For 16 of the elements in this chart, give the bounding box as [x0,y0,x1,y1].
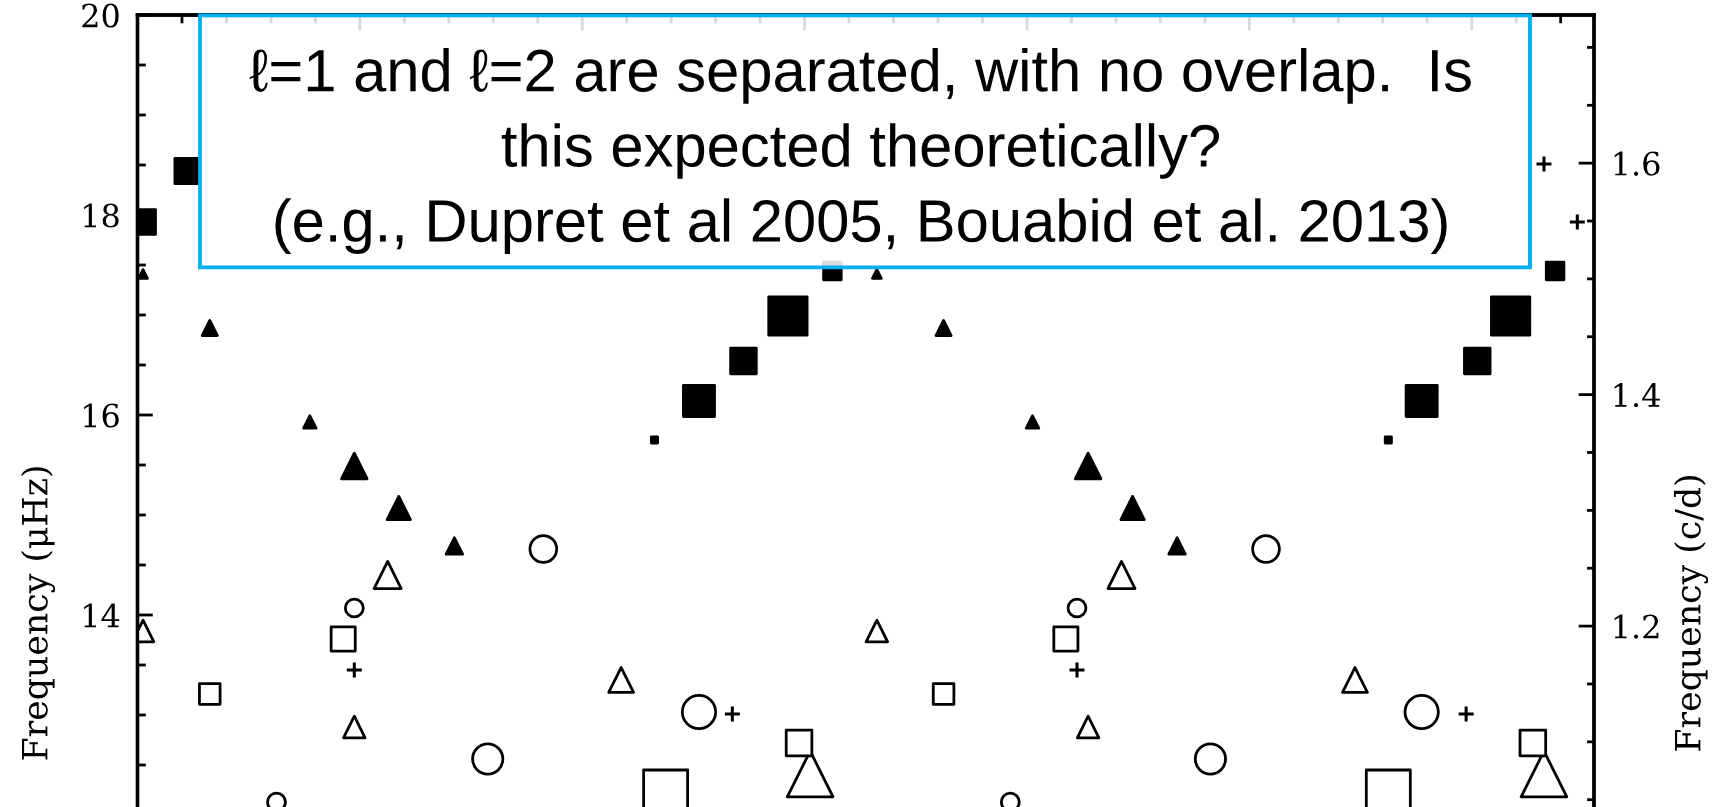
point [723,704,742,724]
y2-tick-label: 1.2 [1614,614,1659,639]
y-tick-label: 20 [82,3,119,28]
point [1568,212,1587,232]
y-tick-label: 14 [84,603,120,628]
point [345,660,364,680]
point [1534,154,1553,174]
y-tick-label: 18 [84,203,119,228]
y2-tick-label: 1.4 [1614,383,1660,408]
point [1457,704,1476,724]
y-tick-label: 16 [84,403,119,428]
y-axis-title: Frequency (μHz) [20,467,56,760]
y2-tick-label: 1.6 [1614,151,1660,176]
annotation: ℓ=1 and ℓ=2 are separated, with no overlap. Is this expected theoretically? (e.g., Dupret et al 2005, Bouabid et al. 2013) [249,48,1471,254]
point [1067,660,1087,680]
y2-axis-title: Frequency (c/d) [1673,476,1709,751]
